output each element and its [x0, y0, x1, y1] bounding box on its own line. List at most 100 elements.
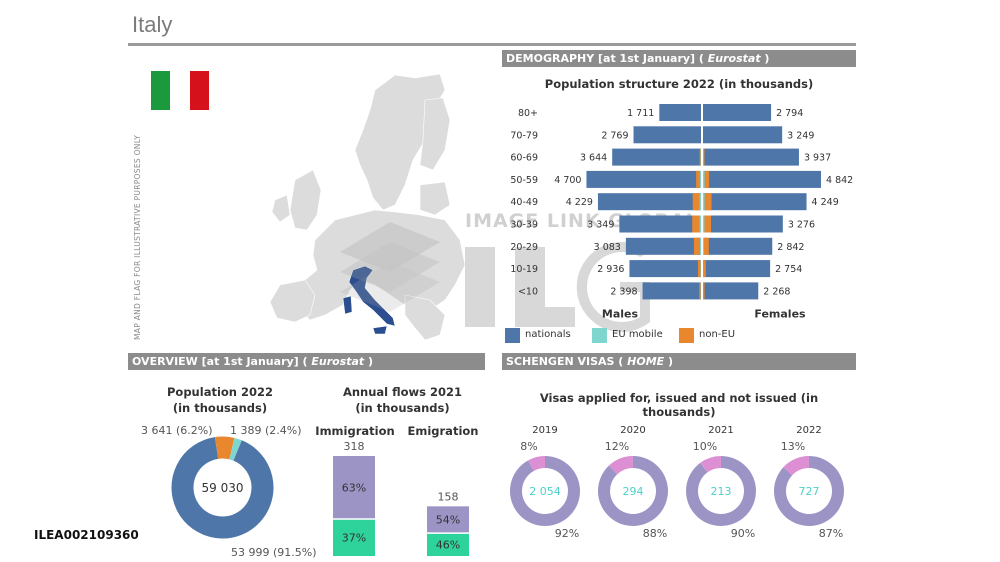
legend-swatch-nationals — [505, 328, 520, 343]
visa-issued-label: 87% — [819, 527, 843, 540]
pyramid-female-bar — [703, 126, 783, 144]
visa-year-label: 2022 — [796, 425, 821, 436]
pyramid-male-value: 3 644 — [580, 153, 607, 164]
visa-year-label: 2019 — [532, 425, 557, 436]
pyramid-female-eu-mobile-bar — [703, 215, 705, 233]
visa-not-issued-slice — [700, 456, 722, 473]
pyramid-male-eu-mobile-bar — [699, 215, 701, 233]
pyramid-male-bar — [629, 260, 701, 278]
visa-year-label: 2021 — [708, 425, 733, 436]
overview-source: Eurostat — [311, 355, 365, 368]
pyramid-female-bar — [703, 237, 773, 255]
pyramid-female-bar — [703, 104, 772, 121]
population-slice-eu-mobile — [229, 437, 242, 461]
schengen-label: SCHENGEN VISAS — [506, 355, 615, 368]
pyramid-female-value: 3 276 — [788, 220, 815, 231]
flows-total-label: 318 — [344, 440, 365, 453]
visa-applied-label: 2 054 — [529, 485, 561, 498]
pyramid-male-value: 2 936 — [597, 264, 624, 275]
demography-source: Eurostat — [707, 52, 761, 65]
pyramid-female-value: 2 842 — [777, 242, 804, 253]
population-slice-nationals — [171, 437, 274, 539]
ireland-shape — [271, 194, 291, 223]
visa-issued-slice — [598, 456, 668, 526]
pyramid-age-label: 30-39 — [510, 220, 538, 231]
demography-header: DEMOGRAPHY [at 1st January] ( Eurostat ) — [502, 50, 856, 67]
visa-issued-label: 88% — [643, 527, 667, 540]
flows-total-label: 158 — [438, 490, 459, 503]
pyramid-female-non-eu-bar — [703, 282, 705, 300]
pyramid-male-eu-mobile-bar — [699, 170, 701, 188]
population-pyramid-chart: 80+ 1 711 2 794 70-79 2 769 3 249 60-69 3 644 3 … — [510, 104, 853, 321]
visa-not-issued-label: 8% — [520, 440, 537, 453]
visa-year-label: 2020 — [620, 425, 645, 436]
pyramid-age-label: 10-19 — [510, 264, 538, 275]
pyramid-male-non-eu-bar — [696, 170, 700, 188]
visa-issued-slice — [510, 456, 580, 526]
population-label-nationals: 53 999 (91.5%) — [231, 546, 317, 559]
visa-not-issued-slice — [609, 456, 634, 475]
schengen-source: HOME — [627, 355, 665, 368]
flows-share-label-bottom: 37% — [342, 532, 366, 545]
europe-map — [269, 73, 466, 341]
pyramid-male-bar — [597, 193, 701, 211]
pyramid-age-label: 20-29 — [510, 242, 538, 253]
italy-shape — [348, 265, 396, 327]
page-title: Italy — [132, 12, 173, 37]
visa-issued-slice — [774, 456, 844, 526]
legend-label-non-eu: non-EU — [699, 329, 736, 340]
population-title: Population 2022 — [167, 385, 273, 399]
pyramid-female-bar — [703, 215, 783, 233]
pyramid-age-label: 70-79 — [510, 130, 538, 141]
pyramid-male-bar — [586, 170, 701, 188]
pyramid-males-axis-label: Males — [602, 308, 639, 321]
pyramid-female-bar — [703, 170, 821, 188]
pyramid-male-value: 1 711 — [627, 108, 654, 119]
pyramid-male-non-eu-bar — [699, 148, 701, 166]
pyramid-male-value: 2 398 — [610, 286, 637, 297]
sicily-shape — [372, 325, 388, 335]
overview-header: OVERVIEW [at 1st January] ( Eurostat ) — [128, 353, 485, 370]
pyramid-female-bar — [703, 148, 799, 166]
schengen-header: SCHENGEN VISAS ( HOME ) — [502, 353, 856, 370]
legend-label-nationals: nationals — [525, 329, 571, 340]
pyramid-female-non-eu-bar — [703, 148, 705, 166]
pyramid-male-bar — [659, 104, 701, 121]
visa-not-issued-label: 10% — [693, 440, 717, 453]
pyramid-female-bar — [703, 260, 771, 278]
population-donut-chart — [171, 436, 274, 539]
pyramid-age-label: 80+ — [518, 108, 538, 119]
baltics-shape — [419, 181, 451, 216]
watermark-logo — [330, 212, 670, 332]
iberia-shape — [269, 279, 316, 323]
pyramid-female-bar — [703, 193, 807, 211]
british-isles-shape — [289, 169, 322, 231]
pyramid-age-label: 60-69 — [510, 153, 538, 164]
finland-shape — [419, 97, 451, 171]
map-disclaimer: MAP AND FLAG FOR ILLUSTRATIVE PURPOSES O… — [133, 134, 142, 340]
sardinia-shape — [342, 295, 353, 315]
flows-subtitle: (in thousands) — [355, 401, 450, 415]
pyramid-male-non-eu-bar — [692, 193, 700, 211]
watermark-logo-icon — [340, 222, 650, 332]
pyramid-male-eu-mobile-bar — [699, 193, 701, 211]
annual-flows-chart: 318 63% 37% 158 54% 46% — [333, 440, 469, 556]
population-center-label: 59 030 — [201, 481, 244, 495]
visa-applied-label: 213 — [711, 485, 732, 498]
pyramid-male-non-eu-bar — [697, 260, 701, 278]
population-label-non-eu: 3 641 (6.2%) — [141, 424, 213, 437]
pyramid-male-bar — [619, 215, 701, 233]
flows-share-label-bottom: 46% — [436, 539, 460, 552]
pyramid-female-value: 3 249 — [787, 130, 814, 141]
title-divider — [128, 43, 856, 46]
pyramid-female-bar — [703, 282, 759, 300]
demography-label: DEMOGRAPHY [at 1st January] — [506, 52, 696, 65]
pyramid-male-bar — [625, 237, 701, 255]
italy-flag — [151, 71, 209, 110]
pyramid-female-non-eu-bar — [704, 170, 710, 188]
pyramid-female-non-eu-bar — [704, 193, 712, 211]
visa-issued-label: 92% — [555, 527, 579, 540]
flag-green-band — [151, 71, 170, 110]
flows-category-emigration: Emigration — [407, 424, 479, 438]
pyramid-female-non-eu-bar — [703, 260, 706, 278]
